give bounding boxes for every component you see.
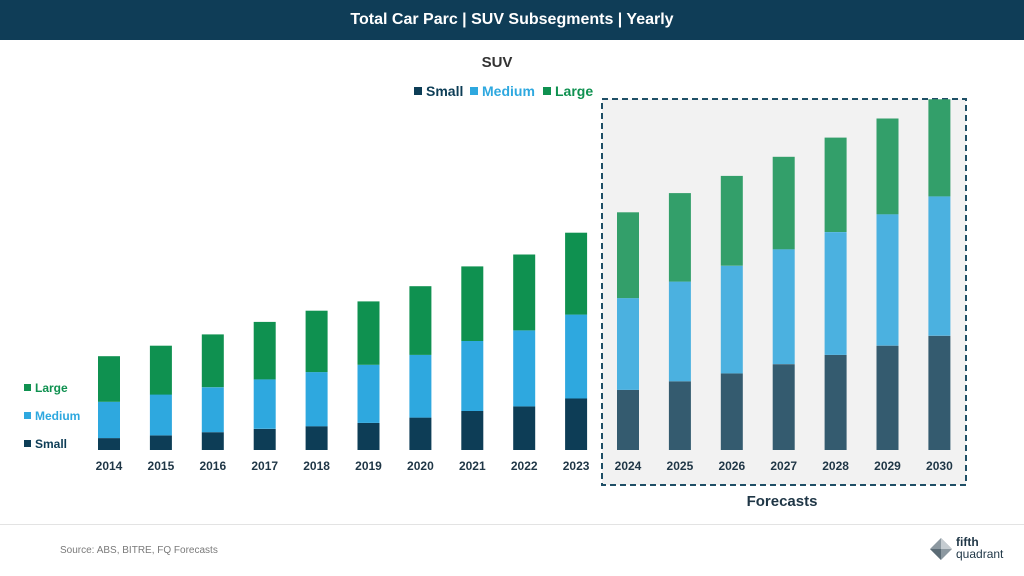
forecast-label: Forecasts (747, 493, 818, 510)
x-tick-2020: 2020 (407, 459, 434, 473)
legend-side: Large Medium Small (24, 381, 80, 451)
bar-small-2022 (513, 406, 536, 450)
legend-side-small-label: Small (35, 437, 67, 451)
x-tick-2024: 2024 (615, 459, 642, 473)
bar-large-2023 (565, 232, 588, 315)
bar-medium-2016 (201, 387, 224, 433)
logo-word-quadrant: quadrant (956, 547, 1004, 561)
legend-side-medium-swatch (24, 412, 31, 419)
chart-title: SUV (482, 54, 513, 71)
bar-small-2028 (824, 354, 847, 450)
x-tick-2021: 2021 (459, 459, 486, 473)
bar-small-2017 (253, 428, 276, 450)
bar-medium-2018 (305, 372, 328, 427)
x-tick-2022: 2022 (511, 459, 538, 473)
legend-side-small-swatch (24, 440, 31, 447)
bar-small-2029 (876, 345, 899, 450)
bar-small-2021 (461, 411, 484, 450)
x-tick-2017: 2017 (251, 459, 278, 473)
x-tick-2018: 2018 (303, 459, 330, 473)
x-tick-2014: 2014 (96, 459, 123, 473)
bar-small-2023 (565, 398, 588, 450)
bar-medium-2026 (720, 265, 743, 374)
header-title: Total Car Parc | SUV Subsegments | Yearl… (350, 11, 674, 28)
legend-top-large-label: Large (555, 83, 593, 99)
footer-divider (0, 524, 1024, 525)
bar-large-2022 (513, 254, 536, 331)
bar-medium-2019 (357, 364, 380, 423)
bar-small-2030 (928, 335, 951, 450)
header-bar: Total Car Parc | SUV Subsegments | Yearl… (0, 0, 1024, 40)
fifth-quadrant-logo: fifth quadrant (928, 534, 1018, 568)
logo-text: fifth quadrant (956, 536, 1003, 560)
bar-large-2029 (876, 118, 899, 215)
bar-large-2015 (149, 345, 172, 395)
bar-small-2027 (772, 364, 795, 450)
legend-top-medium-label: Medium (482, 83, 535, 99)
bar-medium-2025 (668, 281, 691, 382)
bar-large-2018 (305, 310, 328, 373)
logo-icon (930, 538, 952, 560)
bar-large-2025 (668, 193, 691, 282)
bar-medium-2017 (253, 379, 276, 429)
bar-small-2014 (98, 438, 120, 450)
bar-medium-2027 (772, 249, 795, 365)
bars (98, 99, 951, 450)
bar-small-2025 (668, 381, 691, 450)
bar-large-2030 (928, 99, 951, 197)
bar-small-2019 (357, 422, 380, 450)
x-tick-2015: 2015 (148, 459, 175, 473)
legend-top-small-swatch (414, 87, 422, 95)
source-note: Source: ABS, BITRE, FQ Forecasts (60, 545, 218, 556)
legend-side-medium-label: Medium (35, 409, 80, 423)
bar-large-2024 (617, 212, 639, 299)
bar-small-2015 (149, 435, 172, 450)
bar-large-2026 (720, 175, 743, 266)
logo-word-fifth: fifth (956, 535, 979, 549)
bar-large-2027 (772, 156, 795, 250)
bar-medium-2015 (149, 394, 172, 436)
bar-medium-2014 (98, 401, 120, 439)
x-axis-ticks: 2014 2015 2016 2017 2018 2019 2020 2021 2022 2023… (96, 459, 953, 473)
legend-top-small-label: Small (426, 83, 463, 99)
bar-small-2016 (201, 432, 224, 450)
legend-top-medium-swatch (470, 87, 478, 95)
x-tick-2027: 2027 (770, 459, 797, 473)
bar-large-2028 (824, 137, 847, 232)
bar-small-2024 (617, 389, 639, 450)
x-tick-2023: 2023 (563, 459, 590, 473)
bar-small-2020 (409, 417, 432, 450)
bar-large-2017 (253, 321, 276, 380)
x-tick-2028: 2028 (822, 459, 849, 473)
bar-medium-2023 (565, 314, 588, 399)
bar-medium-2024 (617, 298, 639, 390)
bar-large-2019 (357, 301, 380, 365)
bar-small-2026 (720, 373, 743, 450)
x-tick-2025: 2025 (667, 459, 694, 473)
bar-medium-2020 (409, 354, 432, 418)
bar-medium-2022 (513, 330, 536, 407)
bar-large-2021 (461, 266, 484, 341)
x-tick-2019: 2019 (355, 459, 382, 473)
legend-side-large-swatch (24, 384, 31, 391)
bar-medium-2030 (928, 196, 951, 336)
suv-chart: SUV Small Medium Large Large Medium Smal… (24, 54, 967, 510)
bar-medium-2029 (876, 214, 899, 346)
x-tick-2029: 2029 (874, 459, 901, 473)
bar-small-2018 (305, 426, 328, 450)
bar-large-2016 (201, 334, 224, 388)
bar-large-2020 (409, 286, 432, 355)
x-tick-2016: 2016 (199, 459, 226, 473)
bar-large-2014 (98, 356, 120, 402)
bar-medium-2021 (461, 341, 484, 411)
legend-top: Small Medium Large (414, 83, 593, 99)
legend-top-large-swatch (543, 87, 551, 95)
x-tick-2026: 2026 (718, 459, 745, 473)
bar-medium-2028 (824, 232, 847, 355)
x-tick-2030: 2030 (926, 459, 953, 473)
legend-side-large-label: Large (35, 381, 68, 395)
